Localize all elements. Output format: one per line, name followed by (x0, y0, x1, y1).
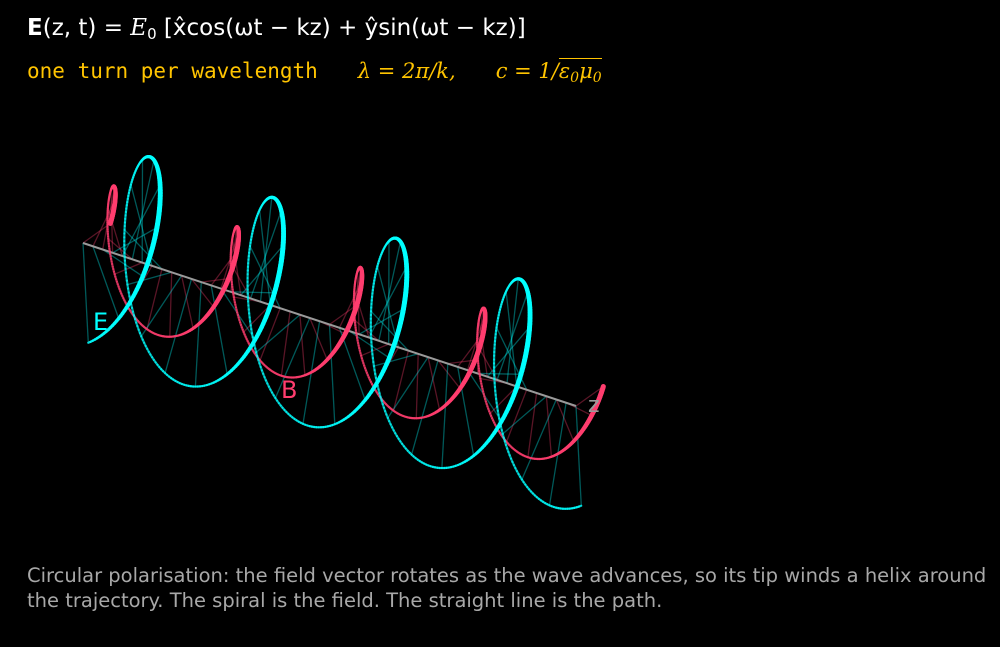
b-field-helix-spoke (92, 199, 116, 247)
b-field-helix-spoke (180, 275, 194, 329)
b-field-helix-spoke (354, 319, 380, 342)
mu-sub: 0 (592, 70, 602, 86)
equation-amplitude-sub: 0 (147, 25, 157, 43)
b-field-helix-spoke (527, 392, 538, 458)
b-field-helix-spoke (457, 332, 484, 368)
b-field-helix-spoke (545, 396, 553, 457)
e-field-helix-spoke (521, 399, 557, 480)
e-field-helix-spoke (82, 242, 89, 343)
b-field-helix-spoke (299, 314, 306, 376)
e-field-helix-spoke (259, 197, 273, 302)
b-field-helix-spoke (392, 350, 410, 411)
b-field-helix-spoke (190, 278, 215, 308)
b-field-helix-spoke (427, 356, 441, 411)
e-field-helix-spoke (506, 278, 519, 384)
e-field-helix-spoke (255, 314, 301, 353)
e-field-helix-spoke (112, 227, 158, 254)
e-field-helix-spoke (368, 266, 408, 338)
e-field-helix-spoke (249, 210, 282, 299)
b-field-helix-spoke (555, 399, 575, 442)
e-field-helix-spoke (274, 317, 311, 399)
e-field-helix-spoke (387, 356, 429, 419)
b-field-helix-spoke (505, 389, 528, 443)
e-field-helix-spoke (131, 159, 155, 260)
e-field-helix-spoke (358, 308, 404, 335)
e-field-helix-spoke (258, 209, 271, 305)
e-field-helix-spoke (194, 282, 202, 387)
b-field-helix-spoke (360, 343, 389, 357)
b-field-helix-spoke (309, 317, 328, 360)
equation-body: [x̂cos(ωt − kz) + ŷsin(ωt − kz)] (156, 15, 526, 41)
e-field-helix-spoke (477, 372, 522, 375)
e-field-label: E (93, 308, 108, 336)
equation-args: (z, t) = (42, 15, 131, 41)
e-field-helix-spoke (373, 353, 419, 367)
b-field-helix-spoke (102, 186, 116, 250)
b-field-helix-spoke (415, 353, 419, 419)
b-field-helix-spoke (575, 385, 604, 407)
b-field-helix-spoke (437, 359, 461, 389)
b-field-helix-spoke (201, 277, 229, 283)
propagation-axis (82, 242, 577, 407)
e-field-helix-spoke (410, 360, 439, 455)
b-field-helix-spoke (338, 280, 363, 329)
sqrt-term: ε0μ0 (558, 58, 602, 89)
e-field-helix-spoke (376, 266, 400, 348)
equation-field-symbol: E (27, 15, 43, 41)
epsilon-symbol: ε (558, 59, 571, 83)
subtitle-text: one turn per wavelength (27, 59, 318, 83)
wavelength-relation: λ = 2π/k, (357, 59, 456, 83)
e-field-helix-spoke (230, 291, 275, 294)
b-field-helix-spoke (82, 222, 111, 244)
e-field-helix-spoke (124, 229, 163, 270)
e-field-helix-spoke (328, 324, 336, 425)
b-field-helix-spoke (146, 268, 163, 330)
light-speed-relation: c = 1/ (495, 59, 559, 83)
e-field-helix-spoke (102, 248, 144, 277)
e-field-helix-spoke (92, 246, 120, 319)
subtitle-line: one turn per wavelength λ = 2π/k, c = 1/ε0… (27, 56, 602, 89)
e-field-helix-spoke (370, 310, 409, 352)
b-field-helix-segment (600, 383, 606, 391)
helix-curves (87, 154, 606, 510)
b-field-helix-spoke (231, 238, 242, 296)
b-field-helix-spoke (169, 272, 173, 337)
e-field-helix-spoke (164, 278, 193, 374)
e-field-helix-spoke (130, 184, 153, 266)
b-field-helix-spoke (447, 359, 476, 365)
e-field-helix-spoke (502, 395, 547, 435)
b-field-helix-spoke (329, 304, 358, 326)
e-field-helix-spoke (127, 271, 172, 286)
b-field-helix-spoke (489, 385, 518, 415)
e-field-helix-spoke (457, 366, 475, 456)
equation-amplitude: E (130, 15, 148, 41)
field-equation: E(z, t) = E0 [x̂cos(ωt − kz) + ŷsin(ωt −… (27, 13, 526, 49)
b-field-helix-spoke (478, 319, 488, 377)
e-field-helix-spoke (441, 363, 449, 469)
e-field-helix-spoke (496, 291, 529, 381)
axis-label: z (588, 393, 600, 418)
e-field-helix-segment (577, 504, 583, 508)
b-field-helix-spoke (280, 311, 291, 376)
b-field-helix-spoke (114, 262, 143, 275)
b-field-helix-spoke (243, 304, 271, 333)
b-field-helix-spoke (107, 238, 133, 260)
e-field-helix-spoke (121, 184, 161, 257)
e-field-helix-spoke (378, 241, 402, 341)
e-field-helix-spoke (348, 330, 390, 359)
mu-symbol: μ (579, 59, 593, 83)
epsilon-sub: 0 (570, 70, 580, 86)
e-field-helix-spoke (505, 291, 518, 387)
e-field-helix-spoke (210, 285, 228, 375)
b-field-label: B (281, 376, 297, 404)
b-field-helix-spoke (210, 250, 238, 286)
e-field-helix-spoke (140, 275, 183, 337)
caption: Circular polarisation: the field vector … (27, 564, 987, 612)
b-field-helix-spoke (259, 307, 281, 361)
e-field-helix-spoke (575, 405, 582, 506)
